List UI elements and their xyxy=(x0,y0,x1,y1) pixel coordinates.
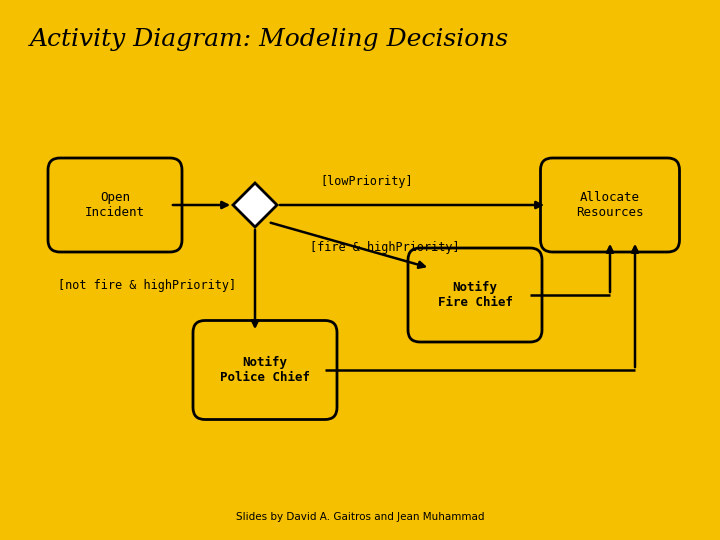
FancyBboxPatch shape xyxy=(408,248,542,342)
Text: Activity Diagram: Modeling Decisions: Activity Diagram: Modeling Decisions xyxy=(30,28,509,51)
Text: Slides by David A. Gaitros and Jean Muhammad: Slides by David A. Gaitros and Jean Muha… xyxy=(235,512,485,522)
Text: Notify
Fire Chief: Notify Fire Chief xyxy=(438,281,513,309)
FancyBboxPatch shape xyxy=(48,158,182,252)
FancyBboxPatch shape xyxy=(541,158,680,252)
Text: [lowPriority]: [lowPriority] xyxy=(320,176,413,188)
Text: [fire & highPriority]: [fire & highPriority] xyxy=(310,241,459,254)
Polygon shape xyxy=(233,183,277,227)
FancyBboxPatch shape xyxy=(193,321,337,420)
Text: [not fire & highPriority]: [not fire & highPriority] xyxy=(58,279,236,292)
Text: Notify
Police Chief: Notify Police Chief xyxy=(220,356,310,384)
Text: Allocate
Resources: Allocate Resources xyxy=(576,191,644,219)
Text: Open
Incident: Open Incident xyxy=(85,191,145,219)
